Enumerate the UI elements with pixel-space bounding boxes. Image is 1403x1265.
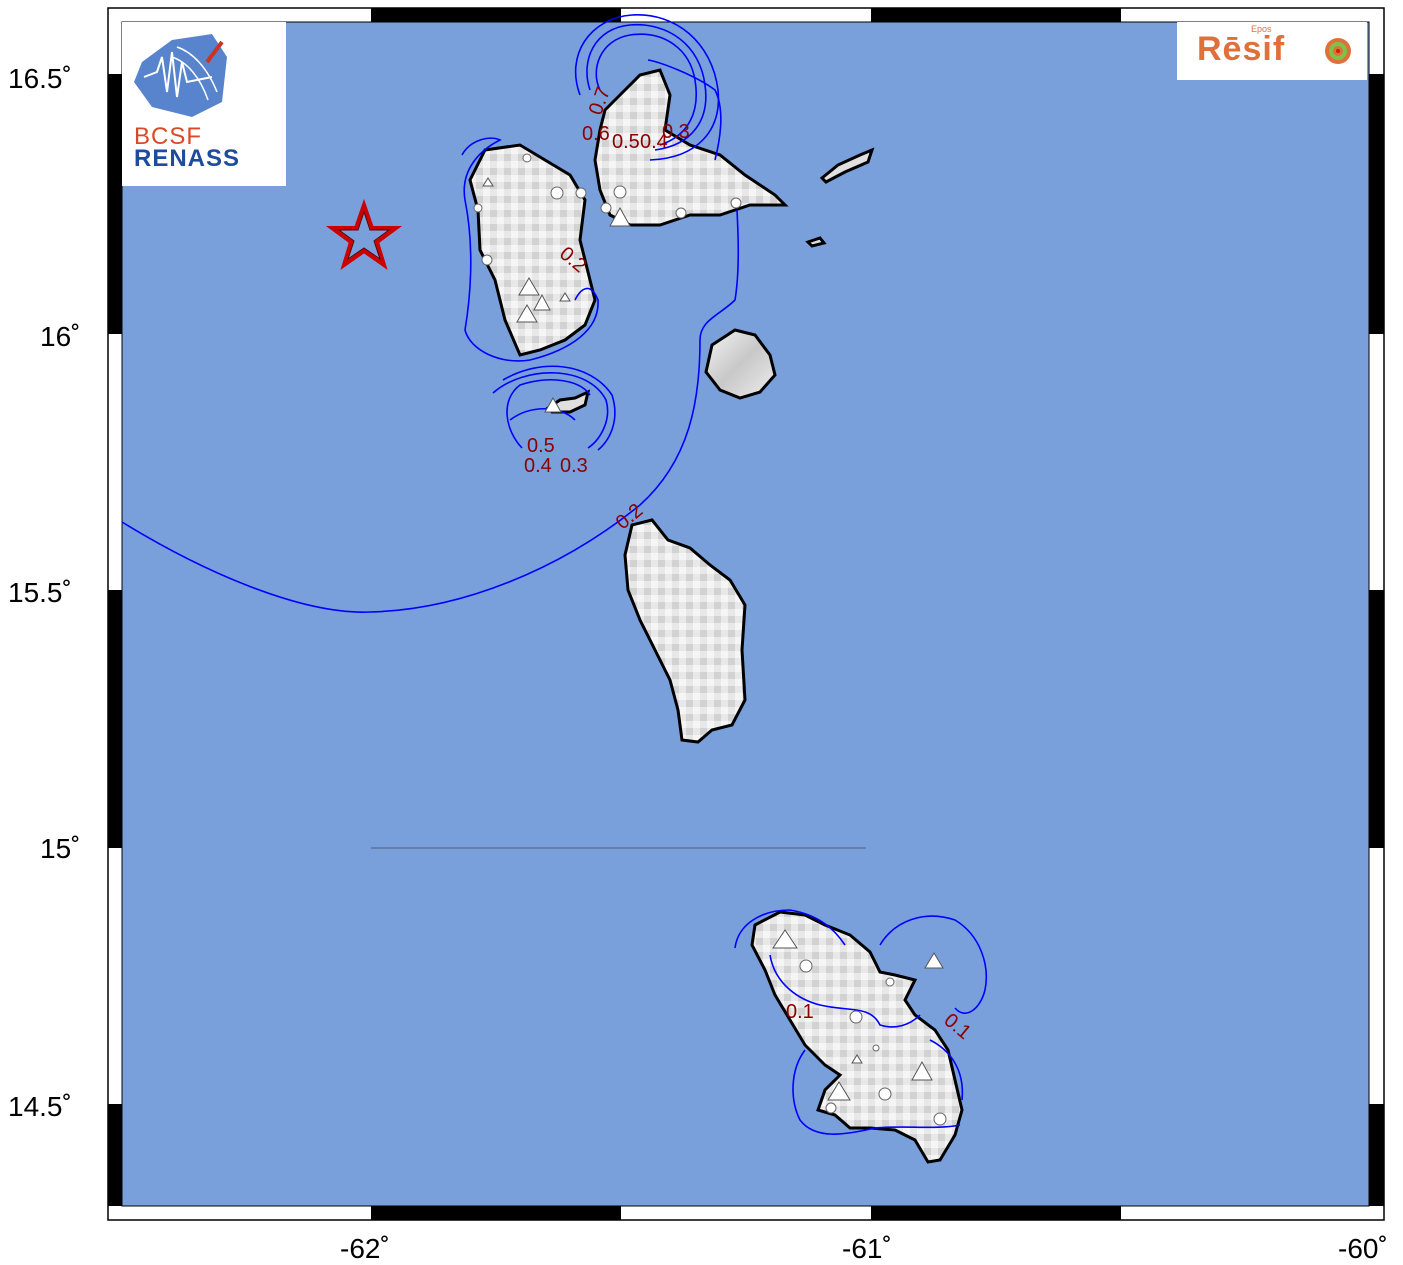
contour-label: 0.4 bbox=[524, 455, 552, 477]
resif-logo-text: Rēsif bbox=[1197, 30, 1286, 68]
contour-label: 0.4 bbox=[640, 131, 668, 153]
bcsf-logo-line1: BCSF bbox=[134, 123, 203, 150]
y-tick-label: 16.5˚ bbox=[8, 63, 72, 94]
resif-logo: Epos Rēsif bbox=[1177, 22, 1367, 80]
intensity-contours bbox=[121, 14, 987, 1135]
resif-target-icon bbox=[1325, 38, 1351, 64]
contour-label: 0.3 bbox=[662, 121, 690, 143]
island-petite-terre bbox=[805, 236, 827, 248]
contour-label: 0.3 bbox=[560, 455, 588, 477]
contour-label: 0.5 bbox=[612, 131, 640, 153]
x-tick-label: -62˚ bbox=[340, 1233, 390, 1264]
y-tick-label: 16˚ bbox=[40, 321, 80, 352]
x-tick-label: -61˚ bbox=[842, 1233, 892, 1264]
island-desirade bbox=[819, 147, 875, 184]
island-basse-terre bbox=[468, 143, 597, 357]
island-martinique bbox=[750, 910, 964, 1164]
epicenter-star-icon bbox=[325, 198, 403, 270]
bcsf-logo-text: BCSF RENASS bbox=[134, 123, 241, 172]
x-tick-label: -60˚ bbox=[1338, 1233, 1388, 1264]
epicenter-star-inner bbox=[337, 210, 391, 261]
island-marie-galante bbox=[704, 328, 777, 400]
contour-label: 0.5 bbox=[527, 435, 555, 457]
epos-logo-text: Epos bbox=[1251, 24, 1272, 34]
station-triangles bbox=[482, 177, 944, 1101]
station-circles bbox=[473, 153, 947, 1126]
bcsf-renass-logo: BCSF RENASS bbox=[122, 22, 286, 186]
y-tick-label: 15.5˚ bbox=[8, 577, 72, 608]
y-tick-label: 14.5˚ bbox=[8, 1091, 72, 1122]
island-dominica bbox=[623, 518, 747, 744]
island-grande-terre bbox=[593, 68, 789, 227]
contour-label: 0.1 bbox=[786, 1001, 814, 1023]
y-tick-label: 15˚ bbox=[40, 833, 80, 864]
frame-segments bbox=[108, 8, 1384, 1220]
bcsf-seismograph-icon bbox=[134, 34, 227, 117]
bcsf-logo-line2: RENASS bbox=[134, 145, 241, 172]
contour-label: 0.6 bbox=[582, 123, 610, 145]
